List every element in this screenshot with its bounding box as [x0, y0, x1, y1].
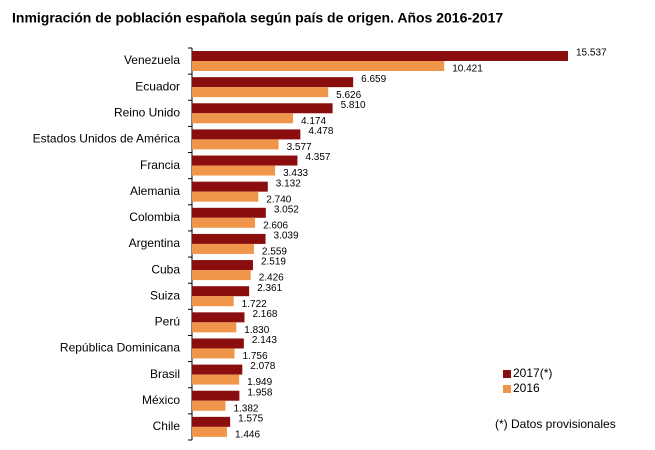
bar	[192, 270, 251, 281]
value-label: 15.537	[576, 48, 607, 59]
value-label: 2.143	[252, 335, 277, 346]
note: (*) Datos provisionales	[495, 417, 616, 431]
y-tick-label: Alemania	[130, 184, 180, 198]
bar	[192, 61, 445, 71]
value-label: 1.958	[247, 387, 272, 398]
value-label: 2.168	[252, 309, 277, 320]
bar	[192, 77, 354, 88]
value-label: 1.756	[242, 351, 267, 362]
bar	[192, 286, 250, 297]
bar	[192, 312, 245, 323]
legend-swatch	[503, 385, 511, 393]
y-tick-label: Venezuela	[124, 53, 180, 67]
bar	[192, 233, 266, 244]
bar	[192, 243, 254, 254]
bar	[192, 426, 227, 437]
value-label: 10.421	[452, 64, 483, 75]
legend-label: 2017(*)	[513, 366, 552, 380]
value-label: 2.361	[257, 283, 282, 294]
value-label: 2.606	[263, 220, 288, 231]
value-label: 1.830	[244, 325, 269, 336]
y-tick-label: Cuba	[151, 262, 180, 276]
bar	[192, 338, 244, 349]
bar	[192, 165, 276, 176]
value-label: 1.575	[238, 414, 263, 425]
value-label: 2.740	[266, 194, 291, 205]
value-label: 3.132	[276, 178, 301, 189]
bar	[192, 374, 240, 385]
bar	[192, 400, 226, 411]
bar	[192, 129, 301, 140]
y-tick-label: Perú	[155, 315, 180, 329]
value-label: 1.949	[247, 377, 272, 388]
value-label: 2.519	[261, 257, 286, 268]
bar	[192, 416, 231, 427]
y-tick-label: Suiza	[150, 288, 180, 302]
bar	[192, 181, 268, 192]
chart-title: Inmigración de población española según …	[12, 10, 503, 26]
bar	[192, 103, 333, 114]
bar	[192, 296, 234, 307]
bar	[192, 155, 298, 166]
bar	[192, 51, 568, 61]
bar	[192, 113, 294, 124]
bar	[192, 364, 243, 375]
value-label: 3.052	[274, 204, 299, 215]
y-tick-label: Estados Unidos de América	[33, 132, 181, 146]
y-tick-label: Chile	[153, 419, 181, 433]
value-label: 2.559	[262, 247, 287, 258]
bar	[192, 390, 240, 401]
legend-swatch	[503, 370, 511, 378]
value-label: 2.078	[250, 361, 275, 372]
value-label: 3.577	[287, 142, 312, 153]
bar	[192, 260, 253, 271]
bar	[192, 207, 266, 218]
y-tick-label: Reino Unido	[114, 106, 180, 120]
value-label: 1.446	[235, 430, 260, 441]
value-label: 4.357	[305, 152, 330, 163]
y-tick-label: Argentina	[129, 236, 181, 250]
value-label: 4.478	[308, 126, 333, 137]
bar	[192, 139, 279, 150]
bar	[192, 348, 235, 359]
value-label: 5.626	[336, 90, 361, 101]
value-label: 1.722	[242, 299, 267, 310]
y-tick-label: República Dominicana	[60, 341, 180, 355]
value-label: 5.810	[341, 100, 366, 111]
bar	[192, 217, 256, 228]
y-tick-label: Francia	[140, 158, 180, 172]
value-label: 1.382	[233, 403, 258, 414]
y-tick-label: Brasil	[150, 367, 180, 381]
bar	[192, 191, 259, 202]
value-label: 3.039	[274, 231, 299, 242]
value-label: 3.433	[283, 168, 308, 179]
legend-label: 2016	[513, 381, 540, 395]
y-tick-label: Colombia	[129, 210, 180, 224]
value-label: 6.659	[361, 74, 386, 85]
value-label: 2.426	[259, 273, 284, 284]
y-tick-label: Ecuador	[135, 79, 180, 93]
bar	[192, 87, 329, 98]
value-label: 4.174	[301, 116, 326, 127]
bar	[192, 322, 237, 333]
y-tick-label: México	[142, 393, 180, 407]
